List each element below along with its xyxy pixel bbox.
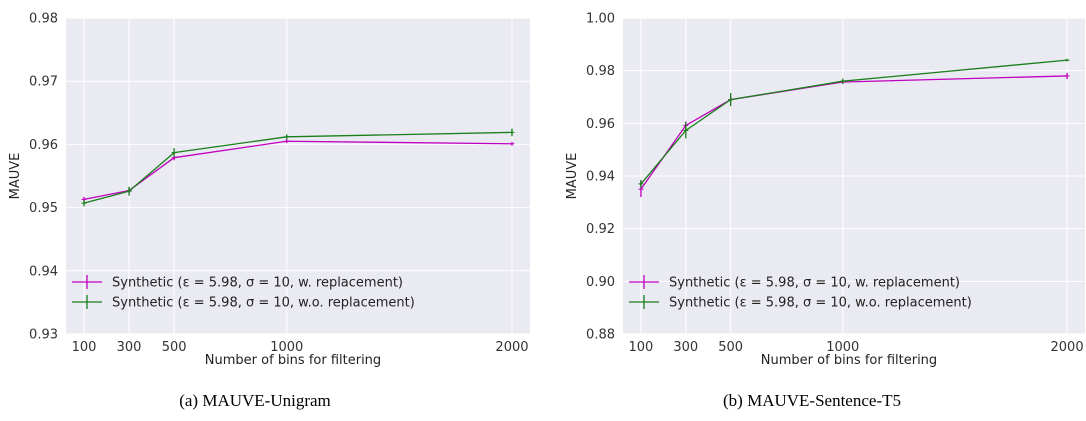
data-point: [81, 200, 87, 207]
data-point: [284, 139, 290, 144]
caption-left: (a) MAUVE-Unigram: [179, 391, 331, 410]
y-axis-label: MAUVE: [8, 153, 23, 200]
data-point: [126, 186, 132, 196]
data-point: [1064, 58, 1070, 62]
y-tick-label: 0.97: [29, 75, 58, 90]
y-tick-label: 0.98: [29, 12, 58, 27]
chart-1: 0.88 0.90 0.92 0.94 0.96 0.98 1.00 100 300 500 100…: [565, 12, 1085, 368]
legend-label: Synthetic (ε = 5.98, σ = 10, w.o. replac…: [112, 296, 415, 311]
x-tick-label: 500: [718, 340, 743, 355]
x-axis-label: Number of bins for filtering: [205, 353, 381, 368]
plot-area: [66, 18, 530, 334]
y-tick-label: 0.90: [586, 275, 615, 290]
data-point: [284, 134, 290, 140]
legend-label: Synthetic (ε = 5.98, σ = 10, w.o. replac…: [669, 296, 972, 311]
x-tick-label: 1000: [270, 340, 303, 355]
data-point: [1064, 72, 1070, 80]
y-tick-label: 0.88: [586, 328, 615, 343]
data-point: [840, 78, 846, 84]
legend-label: Synthetic (ε = 5.98, σ = 10, w. replacem…: [112, 276, 403, 291]
y-tick-label: 0.92: [586, 222, 615, 237]
data-point: [728, 93, 734, 107]
chart-0: 0.93 0.94 0.95 0.96 0.97 0.98 100 300 500 1000 200…: [8, 12, 530, 368]
y-tick-label: 0.94: [586, 170, 615, 185]
x-tick-label: 100: [72, 340, 97, 355]
x-tick-label: 500: [162, 340, 187, 355]
x-tick-label: 2000: [495, 340, 528, 355]
legend-label: Synthetic (ε = 5.98, σ = 10, w. replacem…: [669, 276, 960, 291]
y-axis-label: MAUVE: [565, 153, 580, 200]
x-tick-label: 2000: [1051, 340, 1084, 355]
x-axis-label: Number of bins for filtering: [761, 353, 937, 368]
y-tick-label: 0.94: [29, 264, 58, 279]
data-point: [509, 141, 515, 146]
legend: Synthetic (ε = 5.98, σ = 10, w. replacem…: [629, 275, 972, 311]
x-tick-label: 1000: [826, 340, 859, 355]
data-point: [509, 128, 515, 137]
y-tick-label: 0.96: [29, 138, 58, 153]
y-tick-label: 0.93: [29, 328, 58, 343]
x-tick-label: 100: [629, 340, 654, 355]
y-tick-label: 1.00: [586, 12, 615, 27]
x-tick-label: 300: [673, 340, 698, 355]
y-tick-label: 0.96: [586, 117, 615, 132]
data-point: [638, 179, 644, 188]
y-tick-label: 0.95: [29, 201, 58, 216]
caption-right: (b) MAUVE-Sentence-T5: [723, 391, 901, 410]
x-tick-label: 300: [117, 340, 142, 355]
legend: Synthetic (ε = 5.98, σ = 10, w. replacem…: [72, 275, 415, 311]
data-point: [171, 148, 177, 158]
data-point: [683, 122, 689, 139]
y-tick-label: 0.98: [586, 64, 615, 79]
